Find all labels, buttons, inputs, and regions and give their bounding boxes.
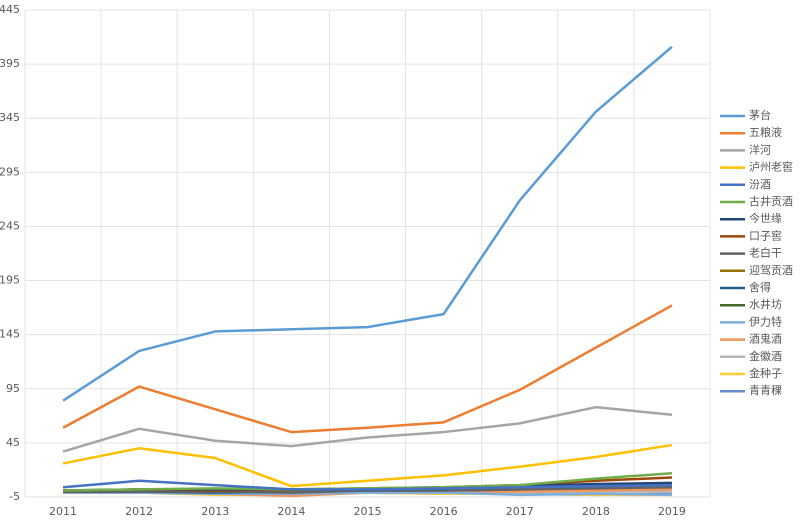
legend-label: 今世缘 — [749, 211, 782, 225]
x-tick-label: 2014 — [277, 505, 305, 518]
x-tick-label: 2019 — [658, 505, 686, 518]
legend-label: 古井贡酒 — [749, 194, 793, 208]
x-tick-label: 2011 — [49, 505, 77, 518]
x-tick-label: 2015 — [354, 505, 382, 518]
y-tick-label: 245 — [0, 219, 20, 232]
legend-label: 舍得 — [749, 280, 771, 294]
x-tick-label: 2016 — [430, 505, 458, 518]
legend-label: 汾酒 — [749, 178, 771, 191]
legend-label: 泸州老窖 — [749, 160, 793, 174]
series-line — [62, 479, 672, 491]
y-tick-label: 195 — [0, 274, 20, 287]
legend-label: 酒鬼酒 — [749, 332, 782, 346]
x-tick-label: 2017 — [506, 505, 534, 518]
legend-label: 金徽酒 — [749, 349, 782, 363]
legend-label: 洋河 — [749, 142, 771, 156]
legend-label: 伊力特 — [749, 314, 782, 328]
series-line — [62, 304, 673, 434]
series-line — [62, 443, 673, 488]
legend-label: 迎驾贡酒 — [749, 264, 793, 277]
legend-label: 老白干 — [749, 246, 782, 260]
y-tick-label: 395 — [0, 57, 20, 70]
y-tick-label: 445 — [0, 3, 20, 16]
legend-label: 茅台 — [749, 108, 771, 122]
y-tick-label: 295 — [0, 165, 20, 178]
x-tick-label: 2018 — [582, 505, 610, 518]
legend-label: 口子窖 — [749, 228, 782, 242]
legend-label: 水井坊 — [749, 297, 782, 311]
series-line — [62, 45, 673, 402]
legend-label: 青青稞 — [749, 383, 782, 397]
legend-label: 五粮液 — [749, 125, 782, 139]
x-tick-label: 2013 — [201, 505, 229, 518]
legend-label: 金种子 — [749, 366, 782, 380]
series-line — [62, 405, 673, 453]
y-tick-label: 345 — [0, 111, 20, 124]
y-tick-label: 145 — [0, 328, 20, 341]
y-tick-label: 95 — [6, 382, 20, 395]
y-tick-label: 45 — [6, 436, 20, 449]
x-tick-label: 2012 — [125, 505, 153, 518]
y-tick-label: -5 — [9, 490, 20, 503]
